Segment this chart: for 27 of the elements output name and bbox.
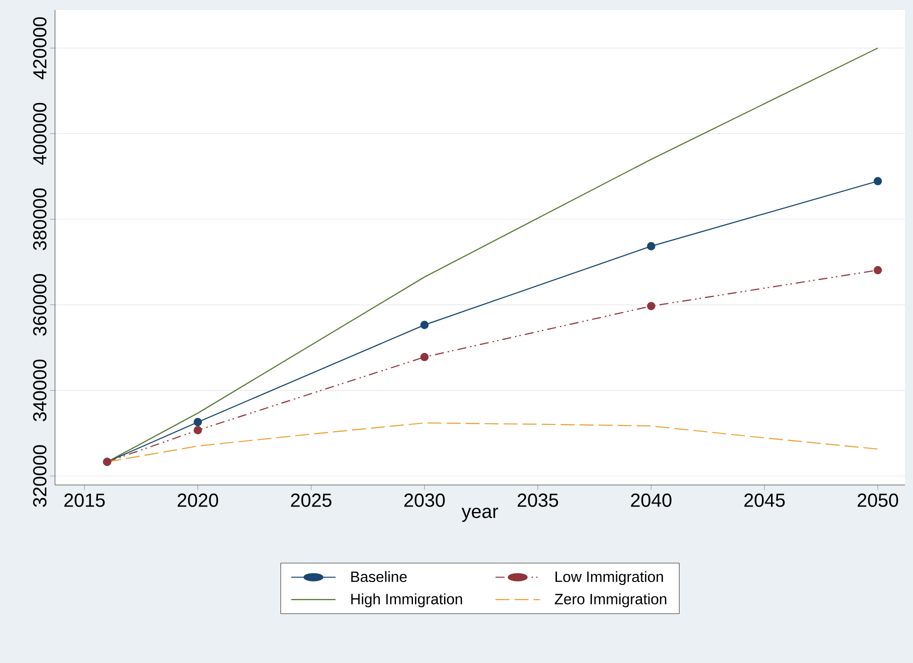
y-tick-label: 360000 [33, 274, 46, 336]
y-tick-label: 400000 [33, 102, 46, 165]
x-tick-label: 2050 [858, 494, 898, 507]
x-tick-label: 2035 [518, 494, 558, 507]
point [646, 302, 656, 310]
x-tick-label: 2040 [631, 494, 672, 507]
legend-label: High Immigration [351, 593, 462, 608]
point [874, 266, 882, 274]
point [194, 426, 202, 434]
y-tick-label: 420000 [33, 17, 46, 80]
x-tick-label: 2020 [178, 494, 218, 507]
legend-label: Zero Immigration [554, 593, 666, 608]
point [420, 352, 429, 362]
y-tick-label: 320000 [33, 445, 46, 507]
y-tick-label: 380000 [33, 188, 46, 250]
point [646, 242, 656, 250]
point [420, 320, 429, 330]
x-tick-label: 2015 [64, 494, 105, 507]
x-tick-label: 2030 [404, 494, 445, 507]
legend-label: Baseline [351, 571, 407, 582]
y-tick-label: 340000 [33, 360, 46, 422]
point [194, 418, 202, 426]
legend-label: Low Immigration [556, 571, 663, 585]
x-tick-label: 2025 [291, 494, 332, 507]
x-axis-title: year [462, 508, 498, 522]
x-tick-label: 2045 [744, 494, 785, 507]
point [874, 177, 882, 186]
